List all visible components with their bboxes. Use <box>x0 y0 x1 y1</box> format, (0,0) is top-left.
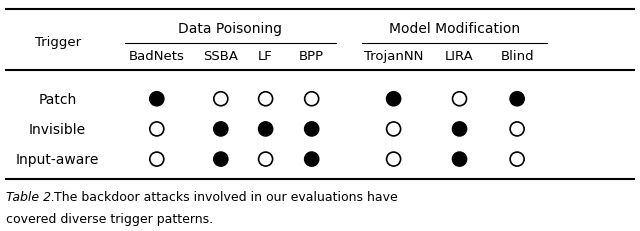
Ellipse shape <box>214 122 228 136</box>
Ellipse shape <box>259 92 273 106</box>
Ellipse shape <box>452 92 467 106</box>
Ellipse shape <box>510 122 524 136</box>
Text: Data Poisoning: Data Poisoning <box>179 22 282 36</box>
Text: Input-aware: Input-aware <box>16 152 99 166</box>
Ellipse shape <box>452 152 467 166</box>
Ellipse shape <box>452 122 467 136</box>
Ellipse shape <box>259 122 273 136</box>
Text: BadNets: BadNets <box>129 50 185 63</box>
Text: covered diverse trigger patterns.: covered diverse trigger patterns. <box>6 212 214 225</box>
Ellipse shape <box>259 152 273 166</box>
Text: LIRA: LIRA <box>445 50 474 63</box>
Ellipse shape <box>305 122 319 136</box>
Text: The backdoor attacks involved in our evaluations have: The backdoor attacks involved in our eva… <box>50 190 397 203</box>
Text: TrojanNN: TrojanNN <box>364 50 423 63</box>
Text: Model Modification: Model Modification <box>389 22 520 36</box>
Ellipse shape <box>510 152 524 166</box>
Text: BPP: BPP <box>299 50 324 63</box>
Ellipse shape <box>214 92 228 106</box>
Ellipse shape <box>387 92 401 106</box>
Text: SSBA: SSBA <box>204 50 238 63</box>
Ellipse shape <box>510 92 524 106</box>
Ellipse shape <box>387 152 401 166</box>
Text: Table 2.: Table 2. <box>6 190 56 203</box>
Ellipse shape <box>150 152 164 166</box>
Text: Invisible: Invisible <box>29 122 86 136</box>
Text: Trigger: Trigger <box>35 36 81 49</box>
Text: Patch: Patch <box>38 92 77 106</box>
Ellipse shape <box>387 122 401 136</box>
Ellipse shape <box>150 92 164 106</box>
Text: Blind: Blind <box>500 50 534 63</box>
Text: LF: LF <box>258 50 273 63</box>
Ellipse shape <box>150 122 164 136</box>
Ellipse shape <box>305 92 319 106</box>
Ellipse shape <box>305 152 319 166</box>
Ellipse shape <box>214 152 228 166</box>
